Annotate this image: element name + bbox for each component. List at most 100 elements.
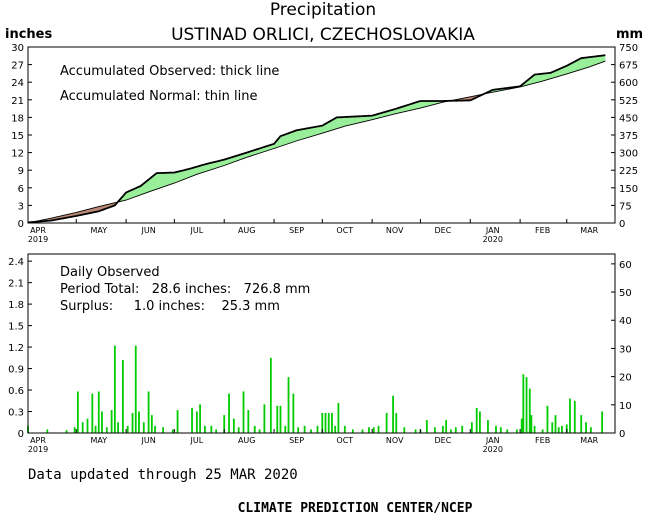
year-label: 2019 <box>28 445 48 454</box>
daily-bar <box>117 422 119 433</box>
accumulated-chart: 0 3 6 9 12 15 18 21 24 27 30 0 75 150 225 300 375 450 525… <box>11 43 638 244</box>
daily-bar <box>445 420 448 433</box>
daily-bar <box>150 415 153 433</box>
y-tick-label: 1.2 <box>8 343 24 354</box>
y-tick-label: 21 <box>11 96 24 107</box>
daily-bar <box>506 429 509 433</box>
month-label: JUN <box>141 226 156 235</box>
accumulated-normal-line <box>27 60 606 224</box>
month-label: JUN <box>141 436 156 445</box>
daily-bar <box>310 429 312 433</box>
y-tick-label: 6 <box>18 184 24 195</box>
data-updated: Data updated through 25 MAR 2020 <box>28 467 298 483</box>
month-label: MAR <box>580 436 598 445</box>
y2-tick-label: 450 <box>619 113 638 124</box>
daily-bar <box>479 411 481 433</box>
daily-bar <box>461 425 464 433</box>
daily-bar <box>528 388 531 433</box>
daily-bar <box>585 422 587 433</box>
bottom-left-axis: 0 0.3 0.6 0.9 1.2 1.5 1.8 2.1 2.4 <box>8 257 32 440</box>
daily-bar <box>121 359 124 433</box>
y2-tick-label: 750 <box>619 43 638 54</box>
daily-bar <box>499 427 502 433</box>
y-tick-label: 12 <box>11 149 24 160</box>
month-label: OCT <box>336 226 353 235</box>
y2-tick-label: 675 <box>619 61 638 72</box>
accumulated-fills <box>28 55 606 223</box>
station-name: USTINAD ORLICI, CZECHOSLOVAKIA <box>171 25 475 45</box>
y-tick-label: 0.9 <box>8 365 24 376</box>
month-label: APR <box>30 226 46 235</box>
month-label: NOV <box>386 436 404 445</box>
month-label: FEB <box>535 226 550 235</box>
daily-bar <box>65 430 68 433</box>
y2-tick-label: 30 <box>619 344 632 355</box>
daily-bar <box>368 427 370 433</box>
daily-bar <box>131 412 134 433</box>
daily-bar <box>101 411 103 433</box>
y2-tick-label: 225 <box>619 166 638 177</box>
daily-bar <box>530 415 533 433</box>
daily-bar <box>247 410 250 433</box>
y2-tick-label: 50 <box>619 288 632 299</box>
daily-bar <box>321 412 324 433</box>
daily-bar <box>573 400 576 433</box>
daily-bar <box>487 420 489 433</box>
month-label: FEB <box>535 436 550 445</box>
month-label: JAN <box>485 436 500 445</box>
daily-bar <box>580 415 583 433</box>
daily-bar <box>297 427 300 433</box>
month-label: MAR <box>580 226 598 235</box>
daily-bar <box>589 427 592 433</box>
bottom-right-axis: 0 10 20 30 40 50 60 <box>611 260 632 440</box>
y2-tick-label: 20 <box>619 373 632 384</box>
legend-normal: Accumulated Normal: thin line <box>60 89 258 104</box>
y-tick-label: 1.5 <box>8 322 24 333</box>
daily-bar <box>554 415 557 433</box>
month-label: SEP <box>289 436 304 445</box>
y2-tick-label: 40 <box>619 316 632 327</box>
y2-tick-label: 0 <box>619 429 625 440</box>
daily-bar <box>284 425 287 433</box>
daily-bar <box>331 412 333 433</box>
period-total: Period Total: 28.6 inches: 726.8 mm <box>60 282 310 297</box>
month-label: MAY <box>90 226 107 235</box>
daily-bar <box>81 422 84 433</box>
daily-bar <box>533 425 536 433</box>
daily-bar <box>470 422 473 433</box>
y-tick-label: 9 <box>18 166 24 177</box>
year-label: 2020 <box>483 445 503 454</box>
daily-bar <box>276 405 279 433</box>
daily-bar <box>86 418 89 433</box>
daily-bar <box>215 429 218 433</box>
daily-bar <box>263 404 266 433</box>
y-tick-label: 18 <box>11 113 24 124</box>
daily-bar <box>343 425 346 433</box>
y2-tick-label: 150 <box>619 184 638 195</box>
y2-tick-label: 600 <box>619 78 638 89</box>
y2-tick-label: 375 <box>619 131 638 142</box>
y-tick-label: 2.4 <box>8 257 24 268</box>
daily-bar <box>279 405 282 433</box>
daily-bar <box>361 429 364 433</box>
daily-bar <box>176 410 179 433</box>
daily-bar <box>253 425 256 433</box>
daily-bar <box>204 425 206 433</box>
daily-bar <box>351 429 354 433</box>
y-tick-label: 0 <box>18 219 24 230</box>
daily-bar <box>105 427 108 433</box>
daily-bar <box>454 427 457 433</box>
y-tick-label: 2.1 <box>8 279 24 290</box>
month-label: AUG <box>238 436 256 445</box>
daily-bar <box>515 429 518 433</box>
right-unit-label: mm <box>616 27 643 42</box>
daily-bar <box>162 427 164 433</box>
daily-bar <box>76 391 79 433</box>
y-tick-label: 24 <box>11 78 24 89</box>
surplus-band <box>118 100 451 203</box>
daily-bar <box>551 422 554 433</box>
daily-bar <box>520 418 523 433</box>
